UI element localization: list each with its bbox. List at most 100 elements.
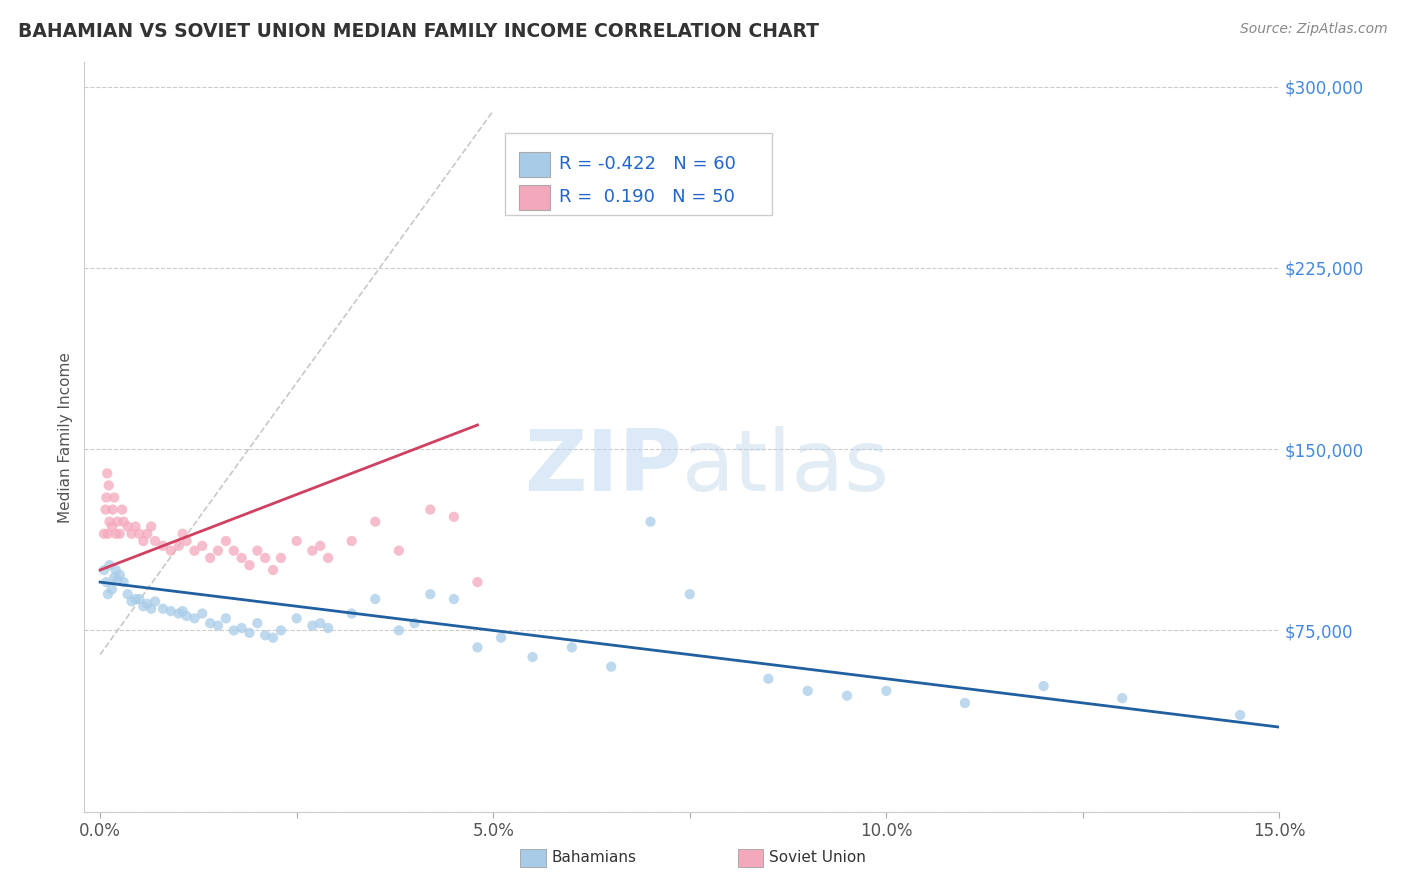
Point — [231, 621, 253, 635]
Point — [132, 599, 155, 614]
Point — [262, 631, 284, 645]
Point — [176, 609, 198, 624]
Point — [152, 539, 174, 553]
Point — [388, 543, 411, 558]
Point — [285, 534, 308, 549]
Point — [103, 491, 125, 505]
Point — [262, 563, 284, 577]
Point — [132, 534, 155, 549]
Point — [97, 478, 120, 492]
Point — [254, 628, 277, 642]
Point — [404, 616, 426, 631]
Point — [112, 575, 135, 590]
Point — [419, 502, 441, 516]
Text: R =  0.190   N = 50: R = 0.190 N = 50 — [558, 188, 734, 207]
Point — [640, 515, 662, 529]
Text: atlas: atlas — [682, 425, 890, 508]
Point — [1032, 679, 1054, 693]
Point — [167, 607, 190, 621]
Point — [93, 563, 115, 577]
Point — [561, 640, 583, 655]
Point — [340, 534, 363, 549]
Point — [93, 526, 115, 541]
Point — [101, 582, 124, 597]
Point — [128, 592, 150, 607]
Point — [160, 543, 183, 558]
Y-axis label: Median Family Income: Median Family Income — [58, 351, 73, 523]
Point — [121, 594, 143, 608]
Point — [215, 611, 238, 625]
Point — [301, 543, 323, 558]
Point — [143, 534, 166, 549]
Point — [1111, 691, 1133, 706]
Point — [222, 543, 245, 558]
Point — [309, 616, 332, 631]
Point — [364, 515, 387, 529]
Text: Source: ZipAtlas.com: Source: ZipAtlas.com — [1240, 22, 1388, 37]
Point — [489, 631, 512, 645]
Point — [796, 684, 818, 698]
Point — [96, 575, 118, 590]
Point — [246, 543, 269, 558]
Text: Bahamians: Bahamians — [551, 850, 636, 864]
Point — [340, 607, 363, 621]
Point — [94, 502, 117, 516]
Point — [136, 526, 159, 541]
Point — [105, 515, 128, 529]
Point — [1229, 708, 1251, 723]
Point — [104, 526, 127, 541]
Point — [231, 550, 253, 565]
Point — [679, 587, 702, 601]
Point — [112, 515, 135, 529]
Point — [172, 604, 194, 618]
Point — [101, 519, 124, 533]
Point — [522, 650, 544, 665]
Point — [443, 509, 465, 524]
Point — [104, 563, 127, 577]
Point — [953, 696, 976, 710]
Point — [758, 672, 780, 686]
Point — [419, 587, 441, 601]
Point — [600, 659, 623, 673]
Text: BAHAMIAN VS SOVIET UNION MEDIAN FAMILY INCOME CORRELATION CHART: BAHAMIAN VS SOVIET UNION MEDIAN FAMILY I… — [18, 22, 820, 41]
Point — [388, 624, 411, 638]
Point — [183, 543, 205, 558]
Point — [215, 534, 238, 549]
Point — [103, 570, 125, 584]
Point — [270, 550, 292, 565]
Point — [97, 526, 120, 541]
Point — [160, 604, 183, 618]
Point — [875, 684, 897, 698]
Point — [152, 601, 174, 615]
Point — [98, 558, 121, 573]
Point — [143, 594, 166, 608]
Point — [136, 597, 159, 611]
Point — [101, 502, 124, 516]
Point — [98, 515, 121, 529]
Point — [467, 575, 489, 590]
Point — [96, 467, 118, 481]
Point — [117, 519, 139, 533]
Point — [238, 625, 260, 640]
Point — [172, 526, 194, 541]
Text: R = -0.422   N = 60: R = -0.422 N = 60 — [558, 155, 735, 173]
Point — [364, 592, 387, 607]
Point — [835, 689, 858, 703]
Point — [467, 640, 489, 655]
Point — [316, 621, 339, 635]
Point — [309, 539, 332, 553]
Point — [270, 624, 292, 638]
Point — [183, 611, 205, 625]
Point — [176, 534, 198, 549]
Point — [443, 592, 465, 607]
Point — [108, 567, 131, 582]
Point — [198, 550, 221, 565]
Point — [207, 618, 229, 632]
Point — [105, 573, 128, 587]
Point — [108, 526, 131, 541]
Point — [222, 624, 245, 638]
Text: ZIP: ZIP — [524, 425, 682, 508]
Point — [301, 618, 323, 632]
Point — [207, 543, 229, 558]
Point — [124, 592, 146, 607]
